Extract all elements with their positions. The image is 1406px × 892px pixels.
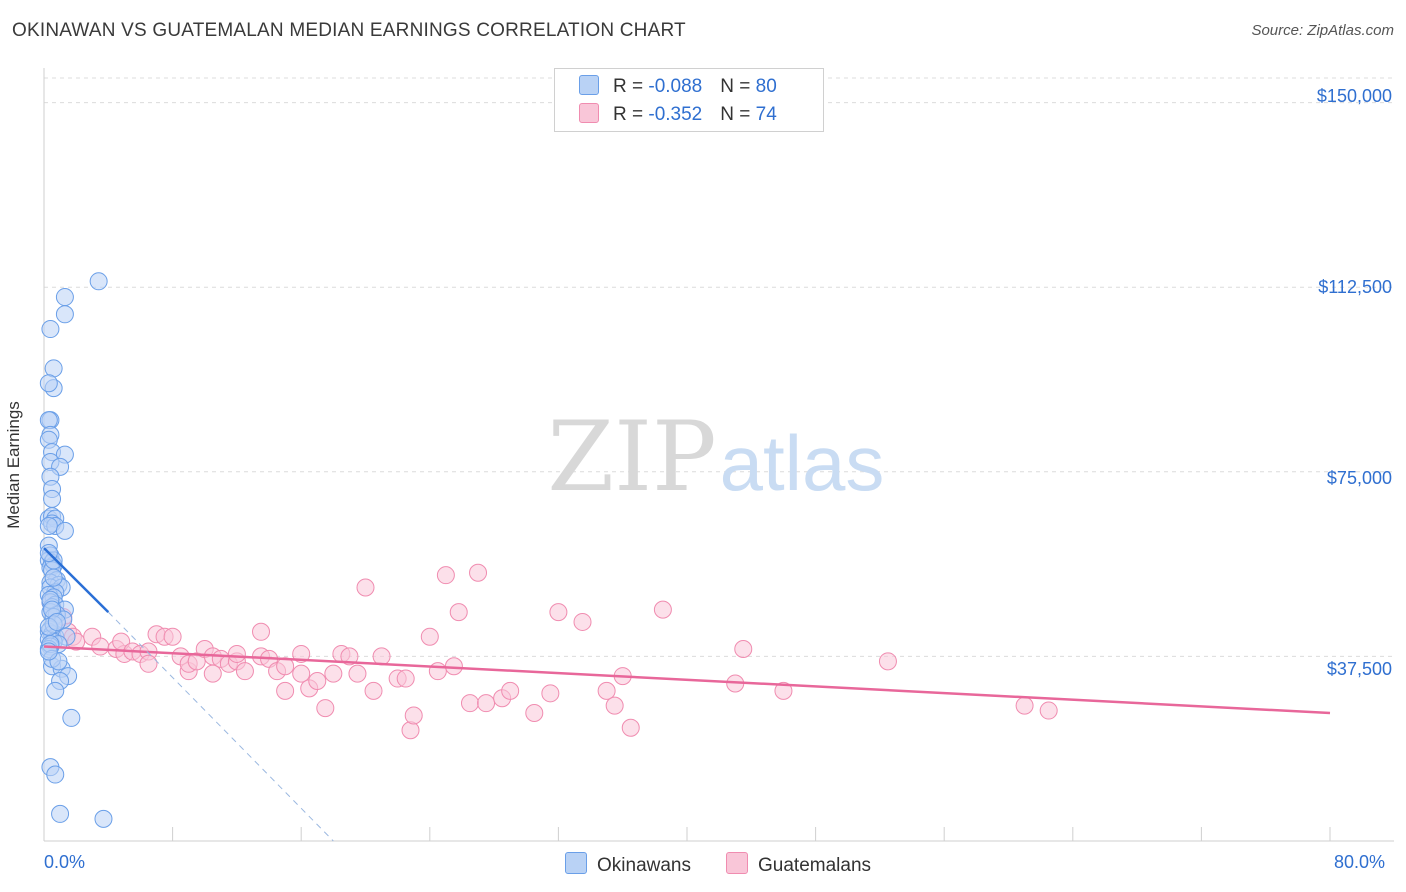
point-guatemalans-51 bbox=[404, 706, 423, 725]
watermark-atlas: atlas bbox=[720, 419, 885, 507]
point-guatemalans-7 bbox=[91, 637, 110, 656]
point-guatemalans-45 bbox=[356, 578, 375, 597]
point-okinawans-65 bbox=[46, 765, 65, 784]
legend-n-value-1: 80 bbox=[755, 76, 777, 97]
point-guatemalans-31 bbox=[252, 622, 271, 641]
legend-swatch-pink bbox=[579, 103, 599, 123]
point-guatemalans-46 bbox=[364, 681, 383, 700]
point-guatemalans-56 bbox=[449, 603, 468, 622]
source-label: Source: ZipAtlas.com bbox=[1251, 22, 1394, 39]
point-guatemalans-34 bbox=[276, 657, 295, 676]
point-guatemalans-17 bbox=[163, 627, 182, 646]
x-tick-label-max: 80.0% bbox=[1334, 852, 1386, 872]
point-okinawans-1 bbox=[55, 288, 74, 307]
legend-r-value-1: -0.088 bbox=[648, 76, 703, 97]
point-guatemalans-66 bbox=[597, 681, 616, 700]
point-okinawans-23 bbox=[39, 516, 58, 535]
trend-line-guatemalans bbox=[43, 645, 1331, 715]
bottom-legend-okinawans: Okinawans bbox=[565, 852, 691, 877]
point-okinawans-62 bbox=[46, 681, 65, 700]
point-guatemalans-47 bbox=[372, 647, 391, 666]
legend-n-value-2: 74 bbox=[755, 104, 777, 125]
point-okinawans-63 bbox=[62, 708, 81, 727]
legend-r-value-2: -0.352 bbox=[648, 104, 703, 125]
point-guatemalans-15 bbox=[139, 654, 158, 673]
legend-r-label-2: R = bbox=[613, 104, 649, 125]
point-okinawans-67 bbox=[94, 809, 113, 828]
point-okinawans-74 bbox=[47, 612, 66, 631]
bottom-legend-label-1: Okinawans bbox=[597, 855, 691, 876]
point-guatemalans-58 bbox=[469, 563, 488, 582]
point-guatemalans-59 bbox=[477, 694, 496, 713]
y-tick-label-150000: $150,000 bbox=[1316, 86, 1392, 106]
point-guatemalans-76 bbox=[1039, 701, 1058, 720]
point-okinawans-0 bbox=[89, 272, 108, 291]
bottom-legend-label-2: Guatemalans bbox=[758, 855, 872, 876]
legend-r-label-1: R = bbox=[613, 76, 649, 97]
point-guatemalans-43 bbox=[340, 647, 359, 666]
point-guatemalans-40 bbox=[316, 699, 335, 718]
point-guatemalans-35 bbox=[276, 681, 295, 700]
point-guatemalans-72 bbox=[734, 640, 753, 659]
point-guatemalans-25 bbox=[203, 664, 222, 683]
point-okinawans-3 bbox=[41, 320, 60, 339]
point-guatemalans-67 bbox=[605, 696, 624, 715]
point-guatemalans-52 bbox=[420, 627, 439, 646]
point-okinawans-66 bbox=[51, 804, 70, 823]
watermark: ZIP atlas bbox=[547, 401, 884, 513]
watermark-zip: ZIP bbox=[547, 401, 716, 513]
point-okinawans-78 bbox=[39, 642, 58, 661]
point-guatemalans-61 bbox=[501, 681, 520, 700]
trend-line-okinawans bbox=[43, 547, 110, 613]
point-okinawans-2 bbox=[55, 305, 74, 324]
point-guatemalans-50 bbox=[401, 721, 420, 740]
point-guatemalans-53 bbox=[428, 662, 447, 681]
legend-swatch-blue bbox=[579, 75, 599, 95]
point-okinawans-79 bbox=[44, 568, 63, 587]
point-guatemalans-74 bbox=[878, 652, 897, 671]
point-guatemalans-54 bbox=[436, 566, 455, 585]
point-okinawans-17 bbox=[43, 489, 62, 508]
point-guatemalans-75 bbox=[1015, 696, 1034, 715]
point-guatemalans-65 bbox=[573, 612, 592, 631]
y-tick-label-112500: $112,500 bbox=[1318, 277, 1392, 297]
bottom-legend-guatemalans: Guatemalans bbox=[726, 852, 871, 877]
legend-n-label-1: N = bbox=[720, 76, 756, 97]
point-guatemalans-69 bbox=[621, 718, 640, 737]
legend-row-guatemalans: R = -0.352 N = 74 bbox=[579, 103, 777, 125]
point-guatemalans-62 bbox=[525, 704, 544, 723]
legend-row-okinawans: R = -0.088 N = 80 bbox=[579, 75, 777, 97]
point-guatemalans-36 bbox=[292, 644, 311, 663]
point-guatemalans-57 bbox=[460, 694, 479, 713]
point-guatemalans-64 bbox=[549, 603, 568, 622]
point-guatemalans-29 bbox=[235, 662, 254, 681]
bottom-swatch-blue bbox=[565, 852, 587, 874]
chart-title: OKINAWAN VS GUATEMALAN MEDIAN EARNINGS C… bbox=[12, 20, 686, 41]
point-guatemalans-63 bbox=[541, 684, 560, 703]
grid-lines bbox=[44, 77, 1394, 657]
point-guatemalans-28 bbox=[227, 644, 246, 663]
point-guatemalans-70 bbox=[653, 600, 672, 619]
point-okinawans-24 bbox=[55, 521, 74, 540]
point-guatemalans-41 bbox=[324, 664, 343, 683]
point-guatemalans-49 bbox=[396, 669, 415, 688]
point-guatemalans-44 bbox=[348, 664, 367, 683]
trend-line-okinawans-extension bbox=[107, 611, 334, 842]
legend-n-label-2: N = bbox=[720, 104, 756, 125]
bottom-swatch-pink bbox=[726, 852, 748, 874]
stats-legend: R = -0.088 N = 80 R = -0.352 N = 74 bbox=[554, 68, 824, 132]
point-guatemalans-39 bbox=[308, 672, 327, 691]
point-guatemalans-73 bbox=[774, 681, 793, 700]
y-tick-label-37500: $37,500 bbox=[1326, 659, 1392, 679]
point-guatemalans-37 bbox=[292, 664, 311, 683]
x-tick-label-min: 0.0% bbox=[44, 852, 86, 872]
y-tick-label-75000: $75,000 bbox=[1326, 468, 1392, 488]
point-okinawans-6 bbox=[39, 374, 58, 393]
